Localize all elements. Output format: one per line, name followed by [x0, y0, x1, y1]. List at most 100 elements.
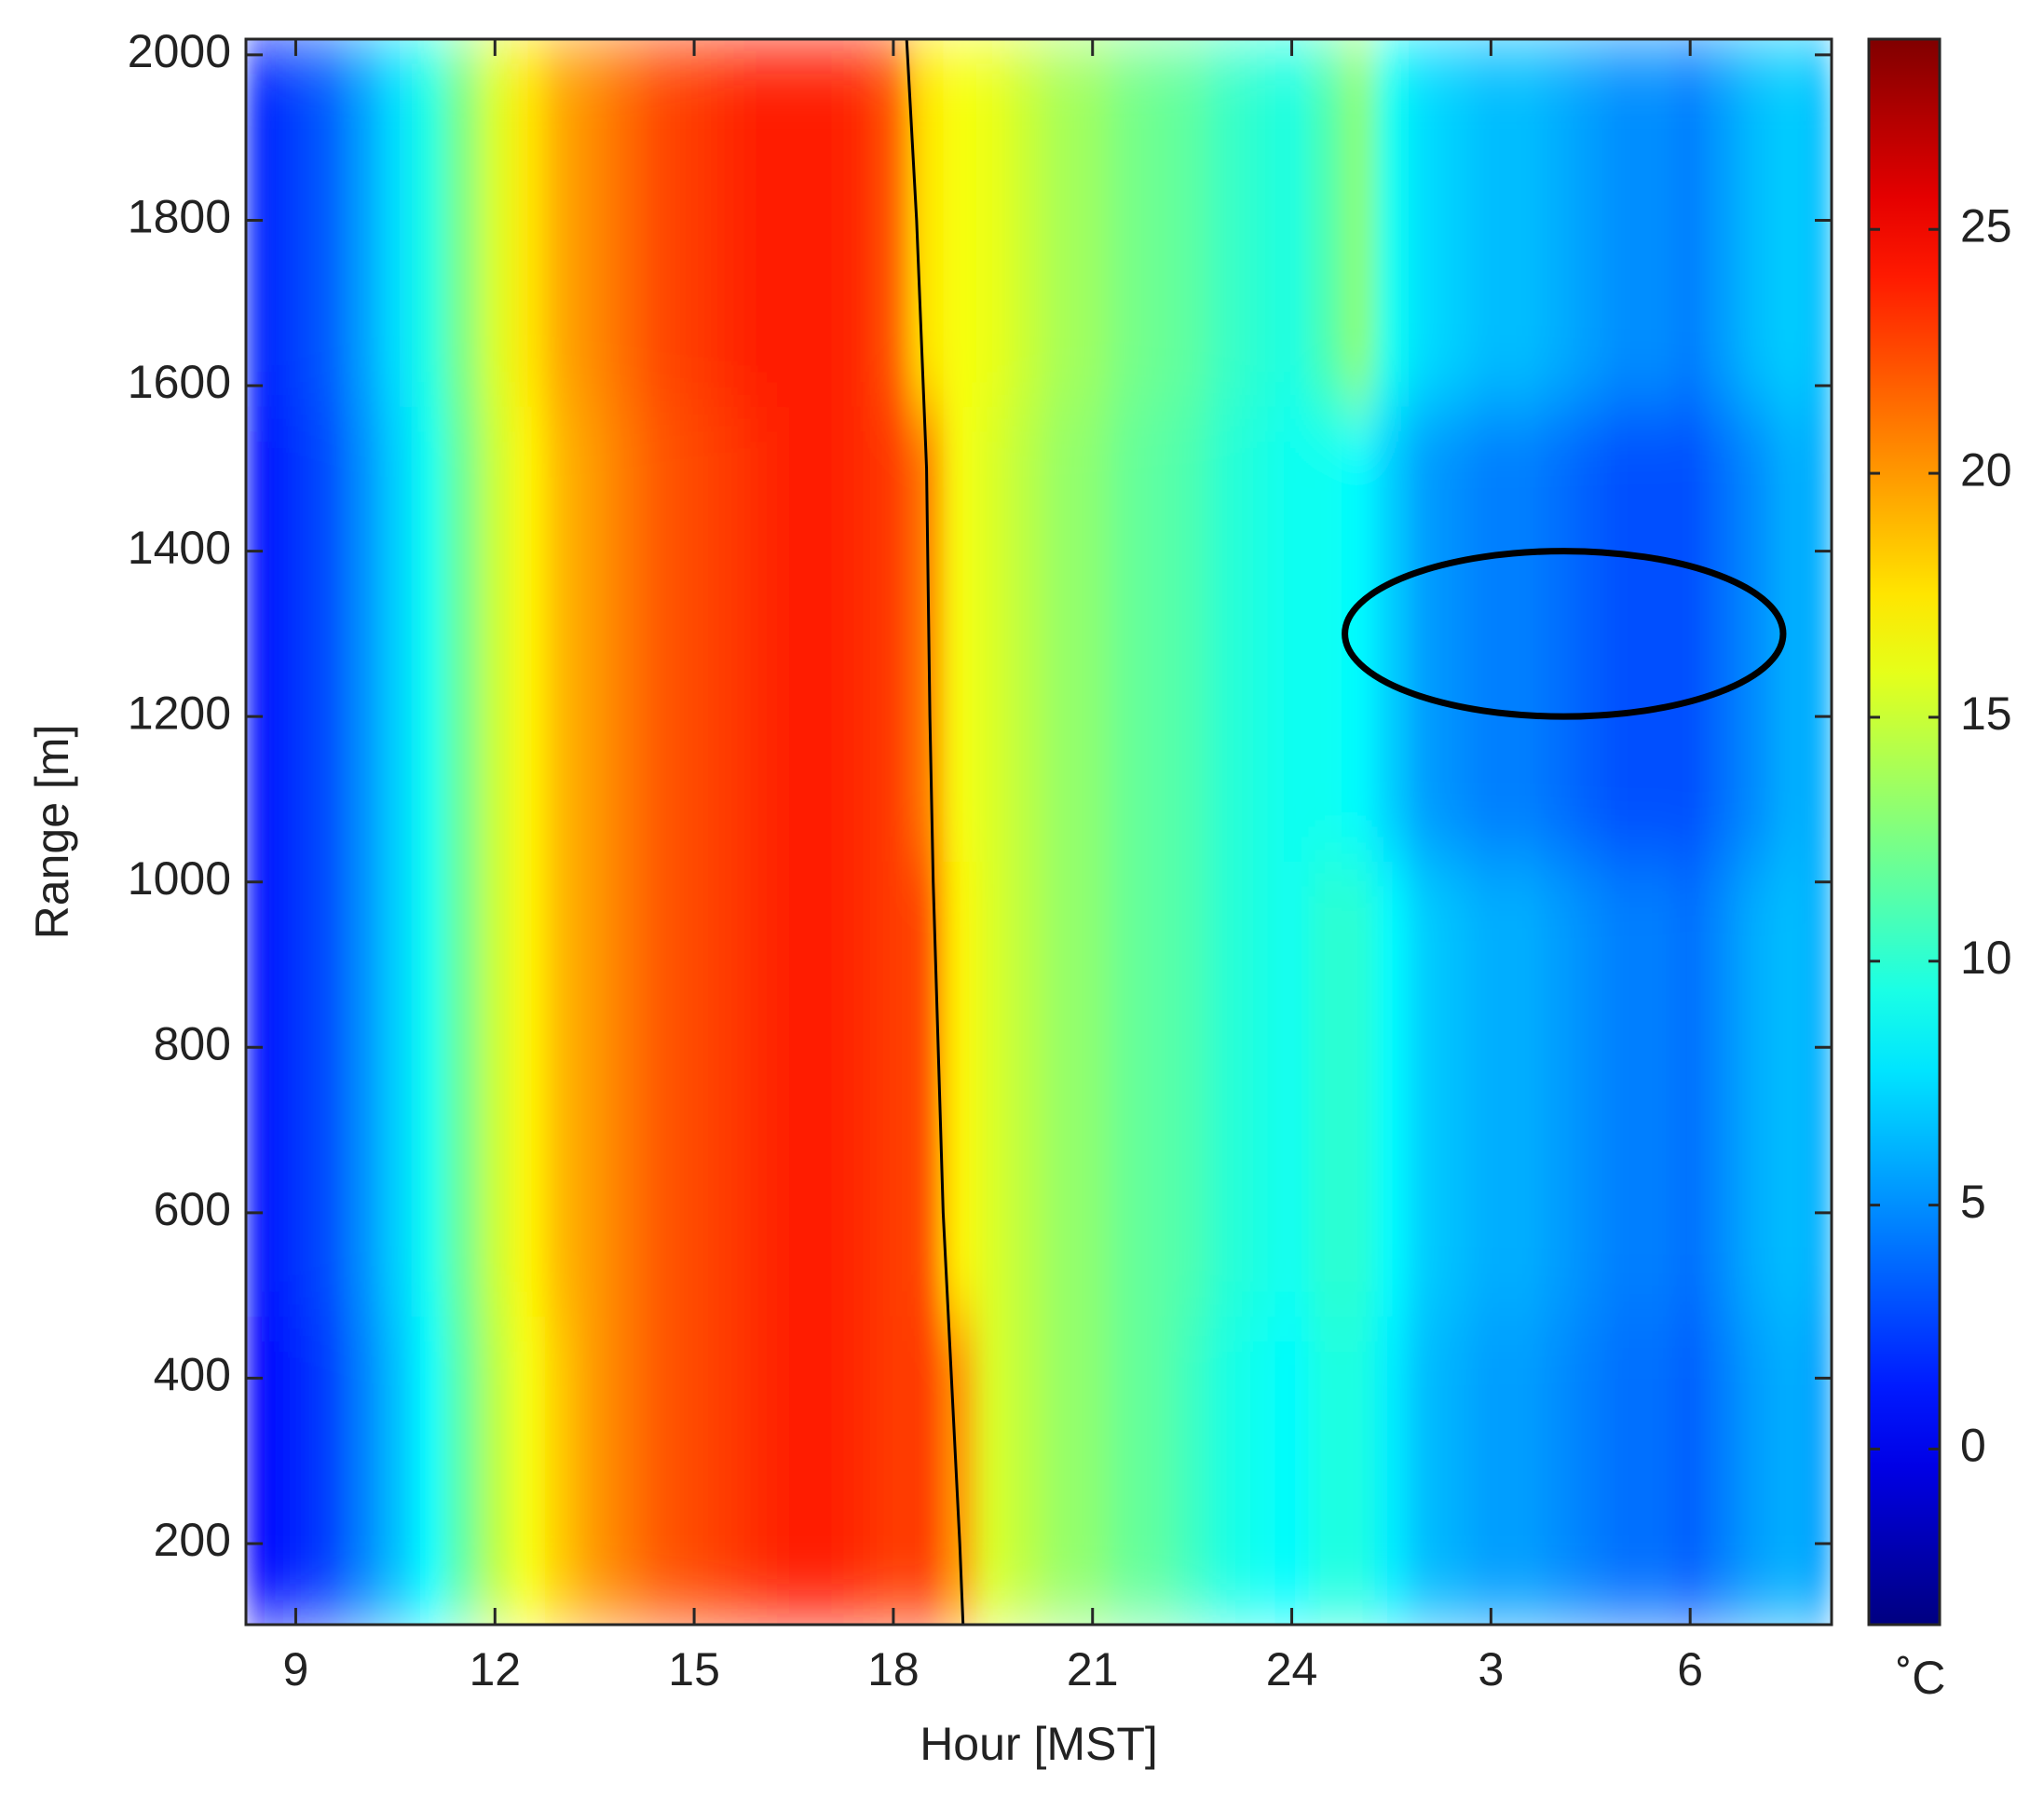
heat-cell	[1042, 39, 1077, 407]
heat-cell	[777, 406, 811, 863]
heat-cell	[1739, 39, 1774, 407]
heat-cell	[1440, 861, 1476, 1317]
heat-cell	[246, 861, 280, 1317]
heat-cell	[578, 406, 612, 863]
heat-cell	[412, 1315, 446, 1625]
y-tick-label: 1600	[128, 356, 231, 408]
heat-cell	[611, 406, 646, 863]
heat-cell	[1342, 1315, 1376, 1625]
heat-cell	[1607, 406, 1642, 863]
heat-cell	[345, 861, 380, 1317]
y-tick-label: 1000	[128, 852, 231, 905]
heat-cell	[1374, 406, 1409, 863]
heat-cell	[1607, 1315, 1642, 1625]
heat-cell	[1607, 39, 1642, 407]
heat-cell	[1009, 861, 1043, 1317]
heat-cell	[1806, 39, 1832, 407]
heat-cell	[345, 1315, 380, 1625]
heat-cell	[544, 39, 579, 407]
heat-cell	[943, 39, 977, 407]
heat-cell	[1175, 1315, 1209, 1625]
heat-cell	[1042, 861, 1077, 1317]
heat-cell	[877, 39, 911, 407]
heat-cell	[511, 1315, 546, 1625]
heat-cell	[1308, 406, 1342, 863]
heat-cell	[976, 1315, 1011, 1625]
y-tick-label: 400	[154, 1349, 231, 1401]
heat-cell	[1707, 1315, 1741, 1625]
heat-cell	[1274, 39, 1309, 407]
heat-cell	[1440, 406, 1476, 863]
heat-cell	[478, 39, 512, 407]
heat-cell	[810, 861, 844, 1317]
heat-cell	[378, 39, 413, 407]
colorbar-tick-label: 15	[1960, 687, 2012, 740]
heat-cell	[578, 861, 612, 1317]
heat-cell	[1075, 39, 1111, 407]
heat-cell	[1109, 406, 1143, 863]
heat-cell	[976, 39, 1011, 407]
heat-cell	[544, 406, 579, 863]
heat-cell	[909, 1315, 944, 1625]
heat-cell	[1308, 1315, 1342, 1625]
heat-cell	[877, 406, 911, 863]
heat-cell	[677, 1315, 712, 1625]
highlight-ellipse	[1342, 548, 1787, 720]
heat-cell	[1374, 39, 1409, 407]
heat-cell	[611, 39, 646, 407]
heat-cell	[644, 406, 678, 863]
heat-cell	[976, 406, 1011, 863]
heat-cell	[1109, 1315, 1143, 1625]
colorbar-tick-label: 25	[1960, 199, 2012, 252]
heat-cell	[1009, 39, 1043, 407]
heat-cell	[1308, 861, 1342, 1317]
heat-cell	[444, 406, 479, 863]
heat-cell	[1806, 861, 1832, 1317]
heat-cell	[743, 1315, 778, 1625]
heat-cell	[810, 406, 844, 863]
x-tick-label: 18	[867, 1643, 920, 1695]
heat-cell	[279, 861, 313, 1317]
heat-cell	[412, 861, 446, 1317]
heat-cell	[312, 861, 347, 1317]
heat-cell	[246, 1315, 280, 1625]
y-tick-label: 600	[154, 1183, 231, 1235]
heat-cell	[1208, 39, 1243, 407]
heat-cell	[478, 406, 512, 863]
y-tick-label: 2000	[128, 25, 231, 77]
heat-cell	[877, 1315, 911, 1625]
heat-cell	[1474, 39, 1508, 407]
y-tick-label: 800	[154, 1017, 231, 1069]
colorbar-tick-label: 0	[1960, 1420, 1986, 1472]
heat-cell	[644, 39, 678, 407]
heat-cell	[1408, 861, 1442, 1317]
heat-cell	[1806, 1315, 1832, 1625]
heat-cell	[345, 406, 380, 863]
heat-cell	[544, 861, 579, 1317]
heat-cell	[611, 1315, 646, 1625]
heat-cell	[843, 1315, 878, 1625]
heat-cell	[511, 39, 546, 407]
heat-cell	[1175, 861, 1209, 1317]
y-axis-label: Range [m]	[26, 725, 78, 940]
heat-cell	[1109, 39, 1143, 407]
heat-cell	[1773, 39, 1807, 407]
heat-cell	[511, 406, 546, 863]
y-tick-label: 1400	[128, 522, 231, 574]
heat-cell	[644, 861, 678, 1317]
heat-cell	[478, 1315, 512, 1625]
heat-cell	[1109, 861, 1143, 1317]
heat-cell	[1707, 39, 1741, 407]
heat-cell	[1474, 861, 1508, 1317]
heat-cell	[1440, 39, 1476, 407]
heat-cell	[378, 406, 413, 863]
heat-cell	[743, 406, 778, 863]
heat-cell	[1075, 406, 1111, 863]
colorbar-tick-label: 10	[1960, 932, 2012, 984]
heat-cell	[312, 406, 347, 863]
heat-cell	[1242, 39, 1276, 407]
heat-cell	[1374, 1315, 1409, 1625]
heat-cell	[1806, 406, 1832, 863]
heat-cell	[1208, 406, 1243, 863]
heat-cell	[777, 1315, 811, 1625]
